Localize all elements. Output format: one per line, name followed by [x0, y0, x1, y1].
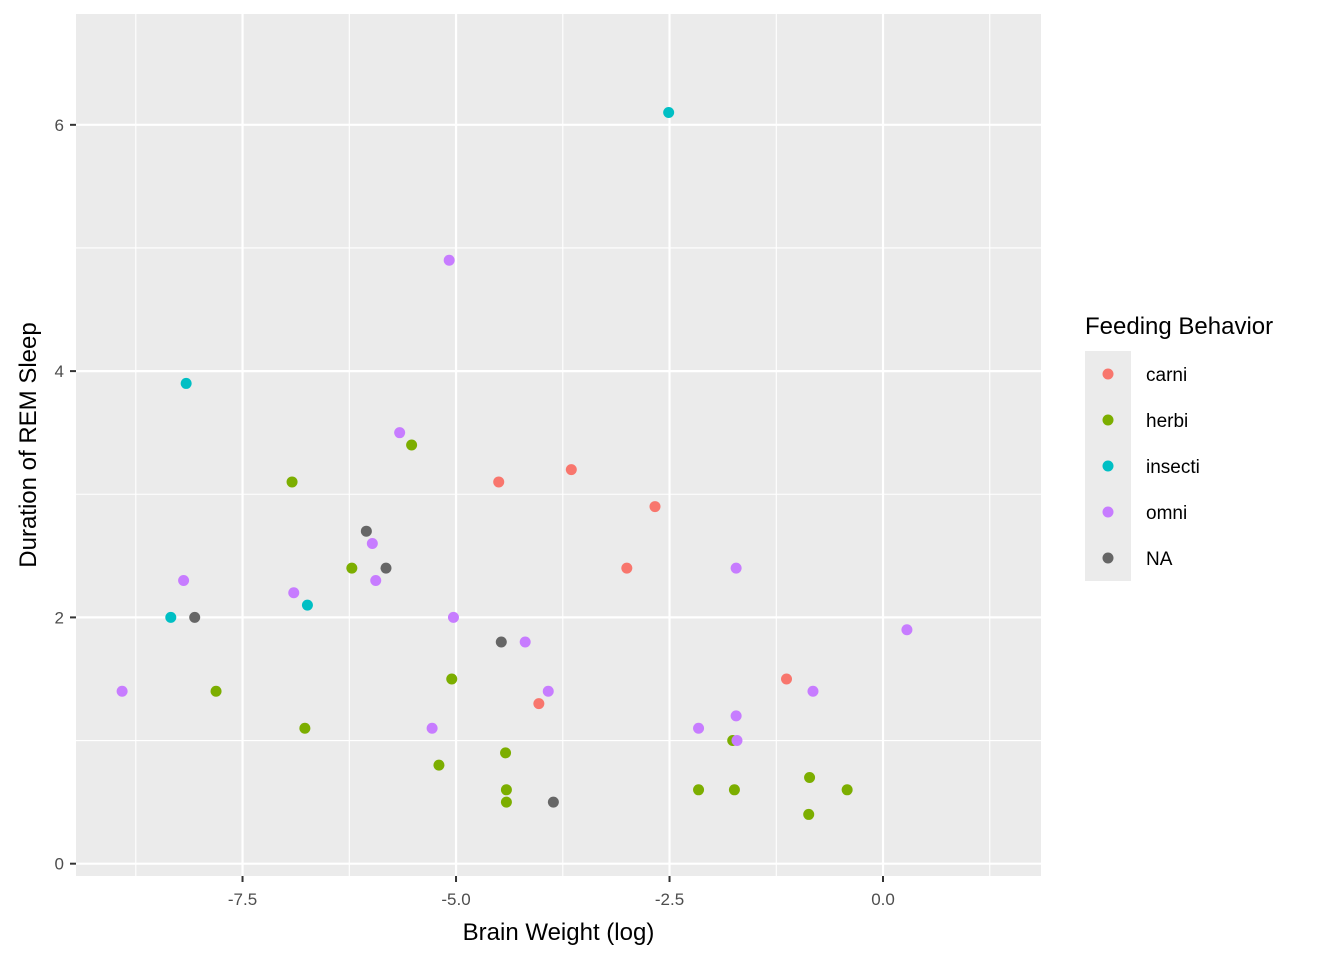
point-omni	[288, 587, 300, 599]
point-NA	[189, 611, 201, 623]
point-herbi	[500, 784, 512, 796]
point-omni	[542, 685, 554, 697]
point-omni	[443, 254, 455, 266]
point-omni	[178, 574, 190, 586]
y-axis-title: Duration of REM Sleep	[15, 322, 42, 567]
x-tick-label: -2.5	[655, 890, 684, 909]
point-herbi	[841, 784, 853, 796]
point-herbi	[804, 771, 816, 783]
legend-label-omni: omni	[1146, 503, 1187, 524]
point-herbi	[433, 759, 445, 771]
point-carni	[493, 476, 505, 488]
point-omni	[693, 722, 705, 734]
point-NA	[495, 636, 507, 648]
point-insecti	[301, 599, 313, 611]
point-herbi	[210, 685, 222, 697]
point-omni	[731, 735, 743, 747]
legend-label-carni: carni	[1146, 365, 1187, 386]
point-herbi	[693, 784, 705, 796]
x-axis: -7.5 -5.0 -2.5 0.0	[228, 876, 895, 909]
point-omni	[901, 624, 913, 636]
legend-label-insecti: insecti	[1146, 457, 1200, 478]
legend-key-carni	[1102, 368, 1114, 380]
point-herbi	[346, 562, 358, 574]
legend-key-omni	[1102, 506, 1114, 518]
point-omni	[519, 636, 531, 648]
legend-label-herbi: herbi	[1146, 411, 1188, 432]
legend-key-insecti	[1102, 460, 1114, 472]
minor-gridlines	[76, 14, 1041, 876]
point-herbi	[286, 476, 298, 488]
point-herbi	[728, 784, 740, 796]
point-omni	[730, 710, 742, 722]
point-carni	[649, 501, 661, 513]
point-insecti	[663, 107, 675, 119]
point-omni	[394, 427, 406, 439]
y-tick-label: 0	[55, 855, 64, 874]
major-gridlines	[76, 14, 1041, 876]
x-tick-label: -5.0	[441, 890, 470, 909]
y-tick-label: 6	[55, 116, 64, 135]
point-omni	[366, 538, 378, 550]
point-herbi	[406, 439, 418, 451]
point-NA	[360, 525, 372, 537]
point-carni	[621, 562, 633, 574]
point-omni	[370, 574, 382, 586]
point-omni	[730, 562, 742, 574]
legend-key-NA	[1102, 552, 1114, 564]
legend-key-herbi	[1102, 414, 1114, 426]
point-insecti	[165, 611, 177, 623]
point-omni	[447, 611, 459, 623]
plot-panel	[76, 14, 1041, 876]
point-NA	[380, 562, 392, 574]
point-carni	[533, 698, 545, 710]
legend-label-NA: NA	[1146, 549, 1173, 570]
legend: Feeding Behavior carni herbi insecti omni NA	[1085, 313, 1273, 581]
point-herbi	[299, 722, 311, 734]
legend-title: Feeding Behavior	[1085, 313, 1273, 340]
y-axis: 0 2 4 6	[55, 116, 76, 874]
data-points	[116, 107, 913, 820]
point-herbi	[500, 796, 512, 808]
y-tick-label: 2	[55, 608, 64, 627]
x-axis-title: Brain Weight (log)	[463, 919, 655, 946]
point-herbi	[446, 673, 458, 685]
point-insecti	[180, 377, 192, 389]
point-herbi	[803, 808, 815, 820]
point-carni	[565, 464, 577, 476]
y-tick-label: 4	[55, 362, 64, 381]
point-omni	[116, 685, 128, 697]
point-NA	[547, 796, 559, 808]
x-tick-label: 0.0	[871, 890, 895, 909]
x-tick-label: -7.5	[228, 890, 257, 909]
point-omni	[426, 722, 438, 734]
legend-entries: carni herbi insecti omni NA	[1102, 365, 1200, 570]
point-omni	[807, 685, 819, 697]
point-herbi	[500, 747, 512, 759]
point-carni	[781, 673, 793, 685]
